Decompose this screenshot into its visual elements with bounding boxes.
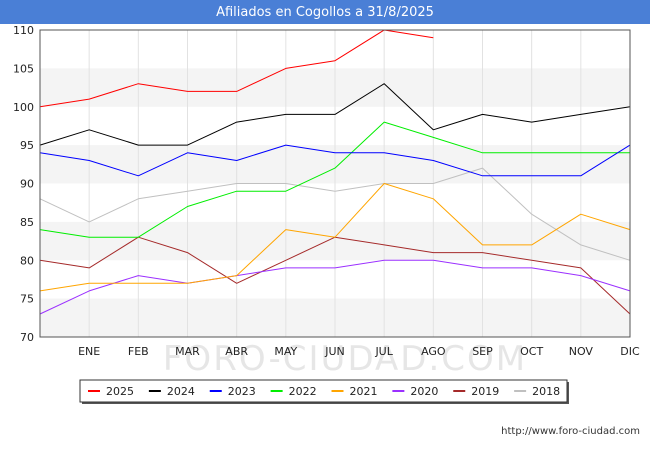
x-tick-label: NOV xyxy=(569,345,594,358)
y-tick-label: 105 xyxy=(13,62,34,75)
x-tick-label: JUL xyxy=(374,345,393,358)
series-line-2022 xyxy=(39,121,630,238)
legend: 2025 2024 2023 2022 2021 2020 2019 2018 xyxy=(79,379,569,404)
y-tick-label: 85 xyxy=(20,216,34,229)
legend-label-2019: 2019 xyxy=(471,385,499,398)
y-tick-label: 110 xyxy=(13,24,34,37)
x-tick-label: SEP xyxy=(472,345,493,358)
x-tick-label: MAY xyxy=(274,345,297,358)
legend-label-2022: 2022 xyxy=(289,385,317,398)
x-tick-label: OCT xyxy=(520,345,543,358)
x-tick-label: JUN xyxy=(324,345,345,358)
legend-label-2025: 2025 xyxy=(106,385,134,398)
x-tick-label: FEB xyxy=(128,345,149,358)
series-line-2024 xyxy=(39,83,631,146)
footer-url: http://www.foro-ciudad.com xyxy=(501,426,640,437)
x-tick-label: MAR xyxy=(175,345,200,358)
plot-frame xyxy=(39,29,631,338)
legend-label-2024: 2024 xyxy=(167,385,195,398)
legend-label-2023: 2023 xyxy=(228,385,256,398)
x-tick-label: DIC xyxy=(620,345,640,358)
series-line-2023 xyxy=(39,144,631,177)
series-line-2018 xyxy=(39,167,631,261)
series-line-2021 xyxy=(39,183,631,292)
x-tick-label: AGO xyxy=(421,345,446,358)
y-tick-label: 80 xyxy=(20,254,34,267)
y-axis-ticks: 70 75 80 85 90 95 100 105 110 xyxy=(13,24,34,344)
y-tick-label: 90 xyxy=(20,178,34,191)
x-axis-ticks: ENE FEB MAR ABR MAY JUN JUL AGO SEP OCT NOV DIC xyxy=(78,345,640,358)
watermark: FORO-CIUDAD.COM xyxy=(163,339,527,379)
x-tick-label: ABR xyxy=(225,345,248,358)
y-tick-label: 100 xyxy=(13,101,34,114)
legend-label-2020: 2020 xyxy=(410,385,438,398)
chart-title: Afiliados en Cogollos a 31/8/2025 xyxy=(0,0,650,24)
y-tick-label: 95 xyxy=(20,139,34,152)
legend-box xyxy=(79,379,568,403)
series-line-2025 xyxy=(39,29,434,108)
x-tick-label: ENE xyxy=(78,345,100,358)
y-tick-label: 70 xyxy=(20,331,34,344)
legend-label-2018: 2018 xyxy=(532,385,560,398)
y-tick-label: 75 xyxy=(20,293,34,306)
legend-label-2021: 2021 xyxy=(350,385,378,398)
series-line-2020 xyxy=(39,259,631,315)
series-lines xyxy=(39,29,631,315)
